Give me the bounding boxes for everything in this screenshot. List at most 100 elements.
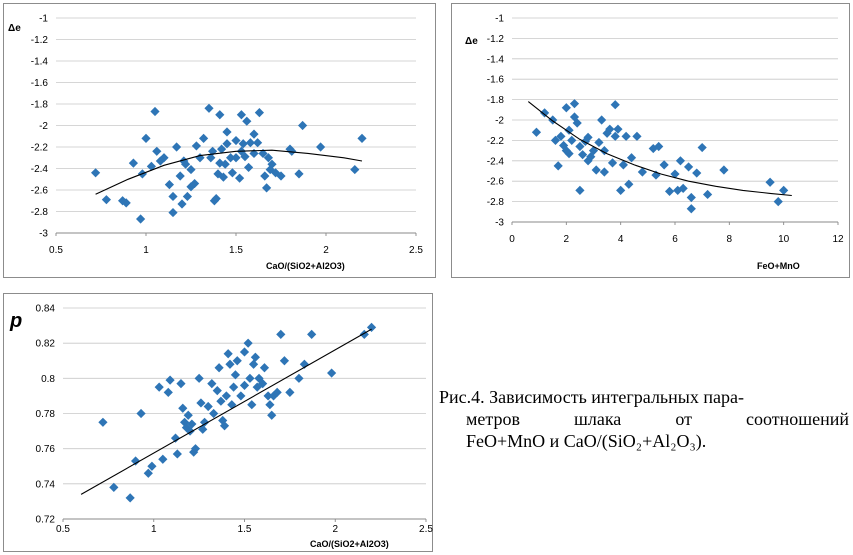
data-point-41 (226, 153, 236, 163)
data-point-59 (279, 356, 290, 366)
y-tick-label-10: -3 (39, 229, 48, 240)
data-point-38 (229, 382, 239, 392)
data-point-9 (564, 125, 574, 135)
y-tick-label-1: 0.82 (36, 339, 56, 350)
y-axis-label: Δe (465, 36, 478, 47)
x-tick-label-3: 2 (323, 245, 329, 256)
data-point-24 (594, 137, 604, 148)
data-point-69 (316, 142, 326, 152)
data-point-7 (154, 382, 164, 392)
data-point-8 (146, 161, 156, 171)
data-point-7 (141, 133, 151, 143)
data-point-59 (262, 183, 272, 193)
data-point-4 (553, 161, 563, 171)
data-point-65 (359, 329, 369, 339)
data-point-11 (170, 433, 181, 443)
data-point-42 (239, 347, 250, 357)
caption-line-2: метров шлака от соотношений (439, 408, 849, 430)
data-point-2 (125, 493, 135, 503)
data-point-9 (163, 387, 173, 397)
y-tick-label-1: -1.2 (487, 34, 505, 45)
data-point-29 (206, 153, 216, 163)
x-tick-label-3: 6 (672, 234, 678, 245)
data-point-20 (583, 132, 593, 142)
data-point-48 (675, 156, 686, 166)
caption-line-1: Рис.4. Зависимость интегральных пара- (439, 387, 744, 407)
data-point-14 (572, 118, 582, 128)
data-point-39 (632, 131, 642, 141)
data-point-28 (209, 408, 219, 419)
data-point-11 (567, 135, 577, 145)
data-point-0 (531, 127, 542, 137)
x-tick-label-1: 1 (143, 245, 149, 256)
data-point-37 (624, 179, 634, 189)
chart-1-canvas: -1 -1.2 -1.4 -1.6 -1.8 -2 -2.2 -2.4 -2.6 -2.8 -30.… (8, 14, 423, 272)
data-point-37 (227, 400, 237, 410)
data-point-51 (686, 204, 696, 214)
data-point-70 (350, 164, 360, 175)
data-point-46 (247, 400, 257, 410)
data-point-4 (128, 158, 138, 168)
data-point-27 (207, 379, 217, 389)
data-point-60 (285, 387, 295, 397)
data-point-44 (231, 135, 241, 146)
data-point-52 (259, 363, 270, 373)
trendline (95, 149, 363, 195)
data-point-21 (182, 191, 192, 202)
data-point-56 (254, 108, 264, 118)
data-point-25 (597, 115, 607, 125)
chart-cao-p: 0.84 0.82 0.8 0.78 0.76 0.74 0.72 0.5 1 1.5 2 2.5 p C… (3, 293, 433, 552)
y-tick-label-5: -2 (495, 116, 504, 127)
data-point-43 (231, 153, 241, 163)
data-point-20 (189, 447, 199, 457)
trendline (80, 328, 372, 495)
data-point-38 (626, 153, 637, 163)
data-point-13 (164, 180, 174, 190)
chart-3-canvas: 0.84 0.82 0.8 0.78 0.76 0.74 0.720.5 1 1.5 2 2.5 p C… (9, 304, 433, 550)
y-tick-label-9: -2.8 (31, 207, 49, 218)
x-tick-label-1: 1 (151, 524, 157, 535)
y-tick-label-6: -2.2 (31, 143, 49, 154)
caption-line-3: FeO+MnO и CaO/(SiO₂+Al₂O₃). (466, 431, 707, 451)
x-axis-label: CaO/(SiO2+Al2O3) (310, 539, 389, 549)
data-point-47 (248, 359, 259, 369)
data-point-53 (692, 168, 702, 178)
data-point-53 (263, 391, 273, 401)
data-point-8 (561, 103, 571, 113)
data-point-18 (177, 199, 187, 209)
data-point-5 (136, 214, 146, 224)
data-point-54 (265, 400, 275, 410)
y-tick-label-8: -2.6 (487, 177, 505, 188)
y-tick-label-3: 0.78 (36, 409, 56, 420)
data-point-1 (540, 108, 550, 118)
data-point-31 (610, 131, 620, 141)
data-point-36 (621, 131, 631, 141)
data-point-43 (654, 141, 664, 152)
data-point-35 (223, 349, 233, 359)
data-point-43 (239, 380, 250, 390)
data-point-28 (204, 103, 214, 113)
data-point-24 (198, 424, 208, 434)
data-point-20 (181, 159, 191, 169)
y-tick-label-4: 0.76 (36, 444, 56, 455)
data-point-29 (605, 124, 615, 134)
chart-2-canvas: -1 -1.2 -1.4 -1.6 -1.8 -2 -2.2 -2.4 -2.6 -2.8 -3 0 2… (465, 14, 844, 272)
trendline (527, 101, 792, 197)
data-point-17 (175, 171, 185, 181)
data-point-0 (98, 417, 108, 427)
y-tick-label-5: 0.74 (36, 479, 56, 490)
data-point-29 (212, 386, 222, 396)
data-point-24 (190, 178, 200, 189)
data-point-32 (218, 415, 228, 426)
data-point-57 (765, 177, 775, 187)
data-point-50 (242, 116, 252, 126)
data-point-30 (214, 363, 224, 373)
x-axis-label: FeO+MnO (757, 261, 800, 271)
data-point-37 (218, 172, 228, 182)
y-tick-label-7: -2.4 (487, 156, 505, 167)
data-point-51 (258, 379, 268, 389)
data-point-10 (152, 146, 162, 156)
data-point-38 (220, 159, 230, 169)
x-tick-label-1: 2 (564, 234, 570, 245)
data-point-57 (258, 148, 268, 159)
